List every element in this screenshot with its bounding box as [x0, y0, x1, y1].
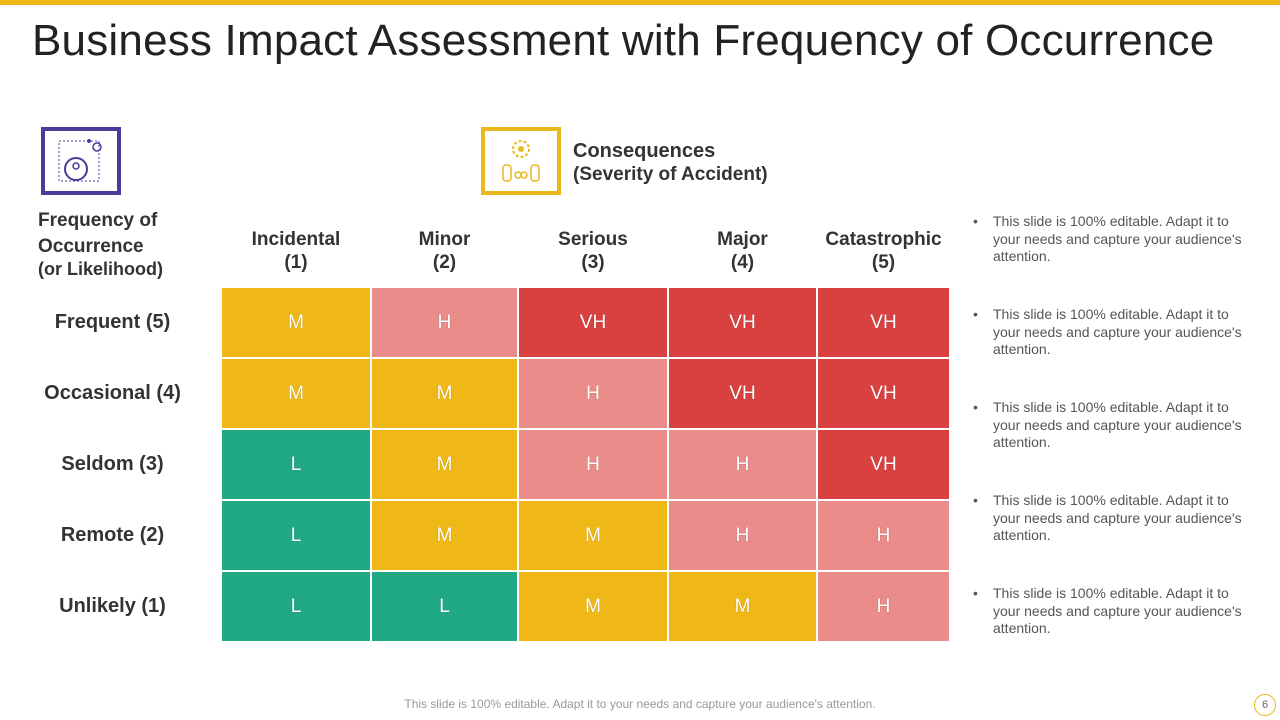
matrix-cell: L: [221, 500, 371, 571]
footer-text: This slide is 100% editable. Adapt it to…: [404, 697, 876, 711]
consequences-subtitle: (Severity of Accident): [573, 164, 768, 185]
matrix-cell: H: [817, 500, 950, 571]
matrix-cell: M: [371, 358, 518, 429]
matrix-cell: H: [668, 500, 817, 571]
note-text: This slide is 100% editable. Adapt it to…: [993, 399, 1242, 450]
column-number: (1): [284, 252, 308, 273]
matrix-cell: H: [817, 571, 950, 642]
column-header: Minor (2): [375, 228, 515, 274]
row-label: Occasional (4): [44, 381, 181, 404]
slide-title: Business Impact Assessment with Frequenc…: [32, 16, 1215, 65]
note-bullet: This slide is 100% editable. Adapt it to…: [973, 306, 1245, 359]
note-text: This slide is 100% editable. Adapt it to…: [993, 492, 1242, 543]
matrix-cell: M: [371, 500, 518, 571]
icon-graphic: [58, 139, 102, 182]
matrix-cell: M: [221, 358, 371, 429]
matrix-cell: H: [518, 429, 668, 500]
frequency-subtitle: (or Likelihood): [38, 259, 163, 279]
consequences-title: Consequences: [573, 140, 716, 162]
column-header: Major (4): [673, 228, 813, 274]
column-name: Catastrophic: [825, 229, 942, 250]
note-text: This slide is 100% editable. Adapt it to…: [993, 213, 1242, 264]
matrix-cell: VH: [817, 287, 950, 358]
page-number: 6: [1254, 694, 1276, 716]
matrix-cell: L: [371, 571, 518, 642]
matrix-cell: L: [221, 571, 371, 642]
column-name: Serious: [558, 229, 628, 250]
column-header: Catastrophic (5): [814, 228, 954, 274]
column-number: (5): [871, 252, 896, 273]
matrix-cell: VH: [817, 358, 950, 429]
column-number: (4): [730, 252, 755, 273]
row-label: Frequent (5): [54, 310, 171, 333]
frequency-title: Frequency of Occurrence: [38, 210, 158, 257]
column-name: Major: [717, 229, 768, 250]
note-text: This slide is 100% editable. Adapt it to…: [993, 585, 1242, 636]
column-header: Incidental (1): [226, 228, 366, 274]
matrix-cell: L: [221, 429, 371, 500]
column-number: (2): [432, 252, 457, 273]
note-bullet: This slide is 100% editable. Adapt it to…: [973, 399, 1245, 452]
column-name: Incidental: [251, 229, 341, 250]
row-label: Unlikely (1): [59, 594, 166, 617]
row-label: Seldom (3): [61, 452, 164, 475]
matrix-cell: VH: [518, 287, 668, 358]
matrix-cell: VH: [668, 287, 817, 358]
matrix-cell: M: [518, 500, 668, 571]
matrix-cell: M: [221, 287, 371, 358]
top-bar: [0, 0, 1280, 5]
column-header: Serious (3): [523, 228, 663, 274]
column-name: Minor: [418, 229, 471, 250]
matrix-cell: M: [371, 429, 518, 500]
frequency-icon: [41, 127, 121, 195]
note-bullet: This slide is 100% editable. Adapt it to…: [973, 213, 1245, 266]
note-text: This slide is 100% editable. Adapt it to…: [993, 306, 1242, 357]
matrix-cell: VH: [817, 429, 950, 500]
matrix-cell: M: [668, 571, 817, 642]
matrix-cell: M: [518, 571, 668, 642]
consequences-icon: [481, 127, 561, 195]
matrix-cell: H: [668, 429, 817, 500]
note-bullet: This slide is 100% editable. Adapt it to…: [973, 585, 1245, 638]
icon-graphic: [502, 140, 540, 182]
note-bullet: This slide is 100% editable. Adapt it to…: [973, 492, 1245, 545]
column-number: (3): [581, 252, 605, 273]
matrix-cell: H: [371, 287, 518, 358]
row-label: Remote (2): [60, 523, 165, 546]
matrix-cell: H: [518, 358, 668, 429]
matrix-cell: VH: [668, 358, 817, 429]
